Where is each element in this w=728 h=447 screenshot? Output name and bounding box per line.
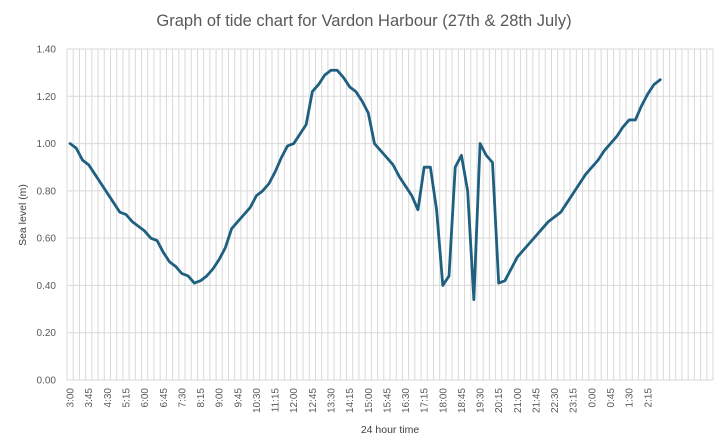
x-tick-label: 6:00 (140, 388, 151, 408)
x-axis-title: 24 hour time (361, 424, 420, 436)
x-tick-label: 1:30 (625, 388, 636, 408)
chart-title: Graph of tide chart for Vardon Harbour (… (156, 12, 571, 30)
y-tick-label: 1.20 (37, 92, 57, 103)
x-tick-label: 16:30 (401, 388, 412, 413)
y-tick-label: 0.80 (37, 186, 57, 197)
x-tick-label: 12:45 (308, 388, 319, 413)
x-tick-label: 9:00 (215, 388, 226, 408)
x-axis-ticks: 3:00 3:45 4:30 5:15 6:00 6:45 7:30 8:15 9:00 9:45… (66, 388, 655, 413)
x-tick-label: 14:15 (345, 388, 356, 413)
y-tick-label: 0.60 (37, 234, 57, 245)
x-tick-label: 0:45 (606, 388, 617, 408)
x-tick-label: 9:45 (233, 388, 244, 408)
x-tick-label: 3:00 (66, 388, 77, 408)
x-tick-label: 0:00 (587, 388, 598, 408)
x-tick-label: 15:00 (364, 388, 375, 413)
x-tick-label: 10:30 (252, 388, 263, 413)
x-tick-label: 15:45 (382, 388, 393, 413)
y-tick-label: 0.40 (37, 281, 57, 292)
x-tick-label: 13:30 (326, 388, 337, 413)
x-tick-label: 5:15 (122, 388, 133, 408)
x-tick-label: 11:15 (271, 388, 282, 413)
x-tick-label: 21:00 (513, 388, 524, 413)
x-tick-label: 7:30 (177, 388, 188, 408)
x-tick-label: 21:45 (531, 388, 542, 413)
gridlines (66, 48, 714, 381)
y-tick-label: 0.00 (37, 376, 57, 387)
x-tick-label: 18:45 (457, 388, 468, 413)
x-tick-label: 22:30 (550, 388, 561, 413)
y-axis-ticks: 0.00 0.20 0.40 0.60 0.80 1.00 1.20 1.40 (37, 45, 57, 387)
series-group (68, 68, 662, 302)
x-tick-label: 18:00 (438, 388, 449, 413)
y-tick-label: 1.00 (37, 139, 57, 150)
x-tick-label: 23:15 (569, 388, 580, 413)
y-axis-title: Sea level (m) (17, 184, 29, 246)
x-tick-label: 6:45 (159, 388, 170, 408)
x-tick-label: 20:15 (494, 388, 505, 413)
y-tick-label: 1.40 (37, 45, 57, 56)
x-tick-label: 19:30 (476, 388, 487, 413)
x-tick-label: 8:15 (196, 388, 207, 408)
x-tick-label: 4:30 (103, 388, 114, 408)
x-tick-label: 17:15 (420, 388, 431, 413)
x-tick-label: 2:15 (643, 388, 654, 408)
x-tick-label: 12:00 (289, 388, 300, 413)
y-tick-label: 0.20 (37, 328, 57, 339)
sea-level-line (68, 68, 662, 302)
x-tick-label: 3:45 (84, 388, 95, 408)
